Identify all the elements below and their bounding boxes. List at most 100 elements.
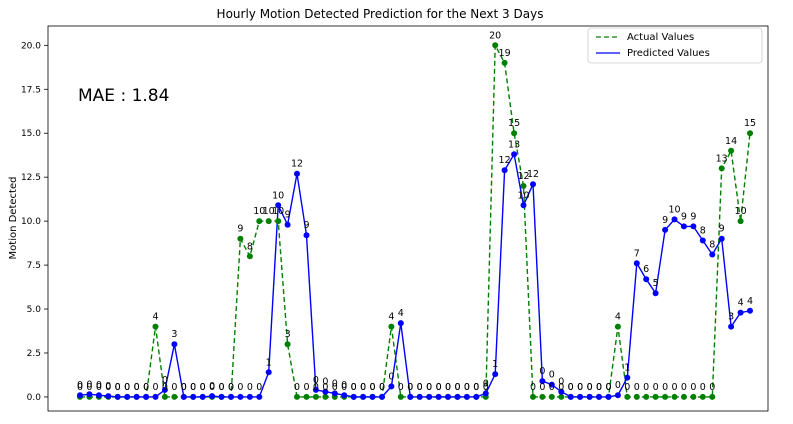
predicted-data-label: 0	[388, 371, 394, 382]
predicted-data-label: 0	[228, 382, 234, 393]
predicted-point	[388, 383, 395, 390]
predicted-point	[577, 393, 584, 400]
actual-point	[728, 147, 735, 154]
predicted-data-label: 5	[653, 278, 659, 289]
predicted-point	[190, 393, 197, 400]
actual-point	[643, 393, 650, 400]
legend-box	[587, 27, 763, 64]
predicted-point	[256, 393, 263, 400]
actual-data-label: 0	[303, 382, 309, 393]
actual-data-label: 0	[379, 382, 385, 393]
predicted-data-label: 1	[266, 357, 272, 368]
predicted-point	[737, 309, 744, 316]
actual-data-label: 0	[313, 382, 319, 393]
predicted-data-label: 4	[738, 298, 744, 309]
actual-data-label: 0	[341, 382, 347, 393]
predicted-point	[511, 151, 518, 158]
actual-point	[171, 393, 178, 400]
predicted-data-label: 0	[218, 382, 224, 393]
predicted-data-label: 0	[587, 382, 593, 393]
actual-data-label: 0	[549, 382, 555, 393]
predicted-point	[718, 235, 725, 242]
actual-data-label: 0	[86, 382, 92, 393]
predicted-point	[294, 170, 300, 177]
series-layer	[77, 42, 753, 400]
actual-data-label: 0	[115, 382, 121, 393]
chart-title: Hourly Motion Detected Prediction for th…	[217, 7, 544, 21]
predicted-point	[709, 251, 716, 258]
predicted-data-label: 9	[285, 210, 291, 221]
predicted-data-label: 0	[115, 382, 121, 393]
predicted-point	[567, 393, 574, 400]
predicted-data-label: 0	[105, 381, 111, 392]
predicted-data-label: 0	[483, 378, 489, 389]
actual-point	[397, 393, 404, 400]
predicted-point	[699, 237, 706, 244]
predicted-data-label: 12	[499, 155, 511, 166]
y-tick-label: 0.0	[27, 393, 42, 403]
y-axis-label: Motion Detected	[8, 177, 19, 260]
predicted-data-label: 0	[181, 382, 187, 393]
predicted-point	[379, 393, 385, 400]
predicted-data-label: 0	[436, 382, 442, 393]
actual-data-label: 0	[568, 382, 574, 393]
predicted-data-label: 0	[152, 382, 158, 393]
predicted-data-label: 7	[634, 248, 640, 259]
predicted-point	[558, 388, 565, 395]
predicted-point	[605, 393, 612, 400]
predicted-point	[275, 202, 282, 209]
predicted-point	[435, 393, 442, 400]
y-tick-label: 20.0	[21, 41, 41, 51]
actual-data-label: 0	[436, 382, 442, 393]
actual-data-label: 0	[539, 382, 545, 393]
actual-data-label: 0	[171, 382, 177, 393]
actual-point	[322, 393, 329, 400]
actual-data-label: 0	[681, 382, 687, 393]
predicted-point	[728, 323, 735, 330]
actual-data-label: 4	[388, 312, 394, 323]
predicted-point	[246, 393, 253, 400]
actual-data-label: 0	[407, 382, 413, 393]
actual-point	[275, 218, 282, 225]
actual-point	[511, 130, 518, 137]
actual-data-label: 13	[716, 153, 728, 164]
predicted-data-label: 0	[445, 382, 451, 393]
y-axis: 0.0 2.5 5.0 7.5 10.0 12.5 15.0 17.5 20.0	[21, 41, 48, 403]
predicted-data-label: 0	[615, 380, 621, 391]
predicted-data-label: 10	[272, 190, 284, 201]
predicted-point	[322, 388, 329, 395]
predicted-data-label: 0	[454, 382, 460, 393]
predicted-data-label: 0	[322, 377, 328, 388]
predicted-data-label: 12	[291, 159, 303, 170]
predicted-data-label: 0	[86, 379, 92, 390]
predicted-data-label: 1	[624, 363, 630, 374]
actual-data-label: 10	[253, 206, 265, 217]
predicted-point	[680, 223, 687, 230]
actual-data-label: 0	[643, 382, 649, 393]
predicted-data-label: 0	[96, 380, 102, 391]
actual-data-label: 0	[417, 382, 423, 393]
actual-point	[152, 323, 159, 330]
predicted-data-label: 1	[492, 359, 498, 370]
predicted-data-label: 0	[549, 370, 555, 381]
y-tick-label: 15.0	[21, 129, 41, 139]
predicted-point	[152, 393, 159, 400]
predicted-data-label: 0	[200, 382, 206, 393]
actual-data-label: 0	[200, 382, 206, 393]
predicted-data-label: 0	[558, 377, 564, 388]
predicted-point	[492, 371, 499, 378]
actual-point	[633, 393, 640, 400]
actual-data-label: 0	[181, 382, 187, 393]
actual-data-label: 12	[517, 171, 529, 182]
actual-data-label: 0	[105, 382, 111, 393]
predicted-data-label: 0	[77, 380, 83, 391]
actual-data-label: 0	[351, 382, 357, 393]
actual-point	[652, 393, 659, 400]
actual-data-label: 0	[558, 382, 564, 393]
predicted-point	[180, 393, 187, 400]
y-tick-label: 5.0	[27, 305, 42, 315]
actual-data-label: 0	[662, 382, 668, 393]
actual-data-label: 0	[124, 382, 130, 393]
predicted-point	[143, 393, 150, 400]
predicted-data-label: 8	[709, 240, 715, 251]
